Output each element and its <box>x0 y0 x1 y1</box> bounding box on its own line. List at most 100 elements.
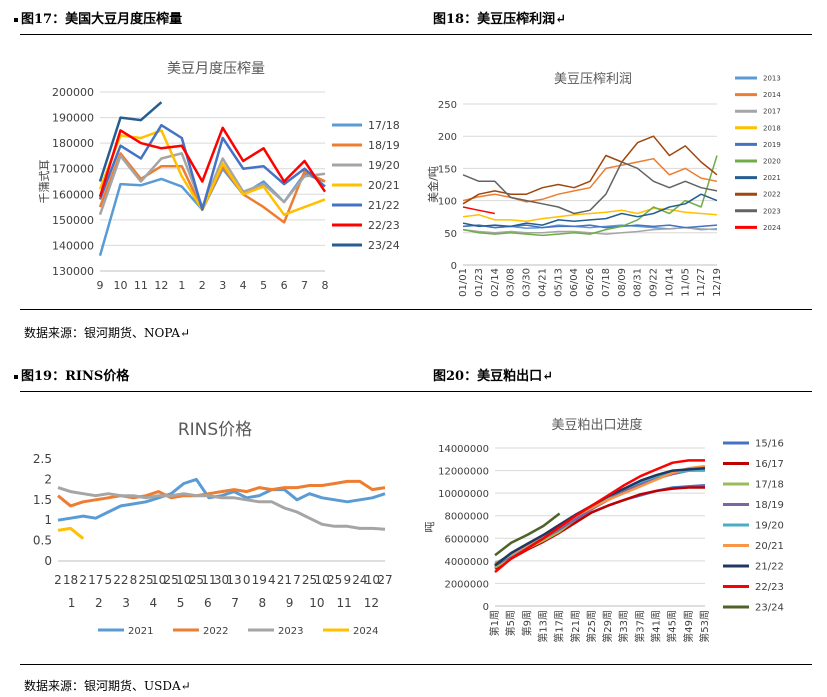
legend-label: 2020 <box>763 157 781 165</box>
x-tick-label: 19 <box>252 573 267 587</box>
legend-label: 2021 <box>128 626 153 637</box>
y-tick-label: 160000 <box>52 188 94 201</box>
y-tick-label: 190000 <box>52 112 94 125</box>
legend-label: 18/19 <box>755 500 784 511</box>
figure-17-title-text: 图17：美国大豆月度压榨量 <box>21 12 183 27</box>
y-tick-label: 6000000 <box>444 534 489 545</box>
month-label: 4 <box>150 596 158 610</box>
x-tick-label: 10/14 <box>664 268 675 297</box>
x-tick-label: 25 <box>302 573 317 587</box>
y-tick-label: 14000000 <box>438 444 489 455</box>
y-tick-label: 1.5 <box>33 493 52 507</box>
series-line-2023 <box>57 486 386 531</box>
month-label: 9 <box>286 596 294 610</box>
x-tick-label: 04/21 <box>537 268 548 297</box>
y-tick-label: 4000000 <box>444 557 489 568</box>
x-tick-label: 9 <box>97 279 104 292</box>
x-tick-label: 02/14 <box>490 268 501 297</box>
month-label: 2 <box>95 596 103 610</box>
y-tick-label: 180000 <box>52 137 94 150</box>
figure-17-title: 图17：美国大豆月度压榨量 <box>14 8 182 27</box>
x-tick-label: 05/13 <box>553 268 564 297</box>
y-tick-label: 10000000 <box>438 489 489 500</box>
x-tick-label: 25 <box>327 573 342 587</box>
chart-monthly-crush: 美豆月度压榨量 130000 140000 150000 160000 170000 180… <box>37 60 400 292</box>
x-tick-label: 01/23 <box>474 268 485 297</box>
legend-label: 19/20 <box>755 521 784 532</box>
x-tick-label: 25 <box>138 573 153 587</box>
series-line-20-21 <box>98 129 326 216</box>
chart-title: 美豆月度压榨量 <box>167 60 265 77</box>
series-line-2021 <box>57 477 386 522</box>
x-tick-label: 5 <box>104 573 112 587</box>
x-tick-label: 第29周 <box>601 610 614 643</box>
y-tick-label: 140000 <box>52 239 94 252</box>
x-tick-label: 25 <box>164 573 179 587</box>
x-tick-label: 12/19 <box>712 268 723 297</box>
y-tick-label: 170000 <box>52 163 94 176</box>
x-tick-label: 13 <box>226 573 241 587</box>
x-tick-label: 10 <box>176 573 191 587</box>
y-tick-label: 150000 <box>52 214 94 227</box>
x-tick-label: 第5周 <box>504 610 517 636</box>
divider-bottom <box>20 664 812 665</box>
divider-top <box>20 34 812 35</box>
x-tick-label: 第25周 <box>585 610 598 643</box>
legend-label: 23/24 <box>755 603 784 614</box>
series-line-2019 <box>462 224 718 229</box>
legend-label: 2013 <box>763 74 781 82</box>
x-tick-label: 7 <box>293 573 301 587</box>
y-tick-label: 0 <box>44 554 52 568</box>
x-tick-label: 21 <box>277 573 292 587</box>
legend-label: 21/22 <box>755 562 784 573</box>
x-tick-label: 17 <box>88 573 103 587</box>
legend-label: 2021 <box>763 174 781 182</box>
x-tick-label: 10 <box>365 573 380 587</box>
y-tick-label: 100 <box>438 197 457 208</box>
x-tick-label: 第1周 <box>488 610 501 636</box>
divider-lower <box>20 391 812 392</box>
x-tick-label: 06/26 <box>585 268 596 297</box>
x-tick-label: 8 <box>322 279 329 292</box>
x-tick-label: 8 <box>130 573 138 587</box>
source-bottom: 数据来源：银河期货、USDA↵ <box>24 679 191 693</box>
legend-label: 2022 <box>763 191 781 199</box>
legend-label: 2023 <box>763 207 781 215</box>
y-tick-label: 1 <box>44 513 52 527</box>
series-line-15-16 <box>494 483 706 568</box>
series-line-21-22 <box>98 123 326 211</box>
x-tick-label: 第21周 <box>569 610 582 643</box>
x-tick-label: 5 <box>260 279 267 292</box>
legend-label: 20/21 <box>368 179 400 192</box>
legend-label: 2024 <box>763 224 781 232</box>
month-label: 8 <box>259 596 267 610</box>
legend-label: 2014 <box>763 91 781 99</box>
y-axis-label: 千蒲式耳 <box>37 160 51 204</box>
series-line-17-18 <box>494 465 706 569</box>
series-line-23-24 <box>98 101 163 182</box>
chart-crush-margin: 美豆压榨利润 0 50 100 150 200 250 美金/吨 01/01 01/23 02/14… <box>426 71 781 297</box>
x-tick-label: 11 <box>201 573 216 587</box>
legend-label: 19/20 <box>368 159 400 172</box>
x-tick-label: 01/01 <box>458 268 469 297</box>
x-tick-label: 2 <box>199 279 206 292</box>
legend-label: 16/17 <box>755 459 784 470</box>
y-tick-label: 2 <box>44 472 52 486</box>
x-tick-label: 第53周 <box>698 610 711 643</box>
x-tick-label: 9 <box>343 573 351 587</box>
series-line-22-23 <box>494 459 705 574</box>
x-tick-label: 11/05 <box>680 268 691 297</box>
x-tick-label: 10 <box>314 573 329 587</box>
legend-label: 2019 <box>763 141 781 149</box>
x-tick-label: 25 <box>189 573 204 587</box>
legend-label: 23/24 <box>368 239 400 252</box>
x-tick-label: 08/09 <box>617 268 628 297</box>
legend-label: 17/18 <box>755 480 784 491</box>
x-tick-label: 08/31 <box>633 268 644 297</box>
series-line-2021 <box>462 193 718 228</box>
legend-label: 2023 <box>278 626 303 637</box>
x-tick-label: 12 <box>154 279 168 292</box>
y-tick-label: 2.5 <box>33 452 52 466</box>
x-tick-label: 30 <box>214 573 229 587</box>
